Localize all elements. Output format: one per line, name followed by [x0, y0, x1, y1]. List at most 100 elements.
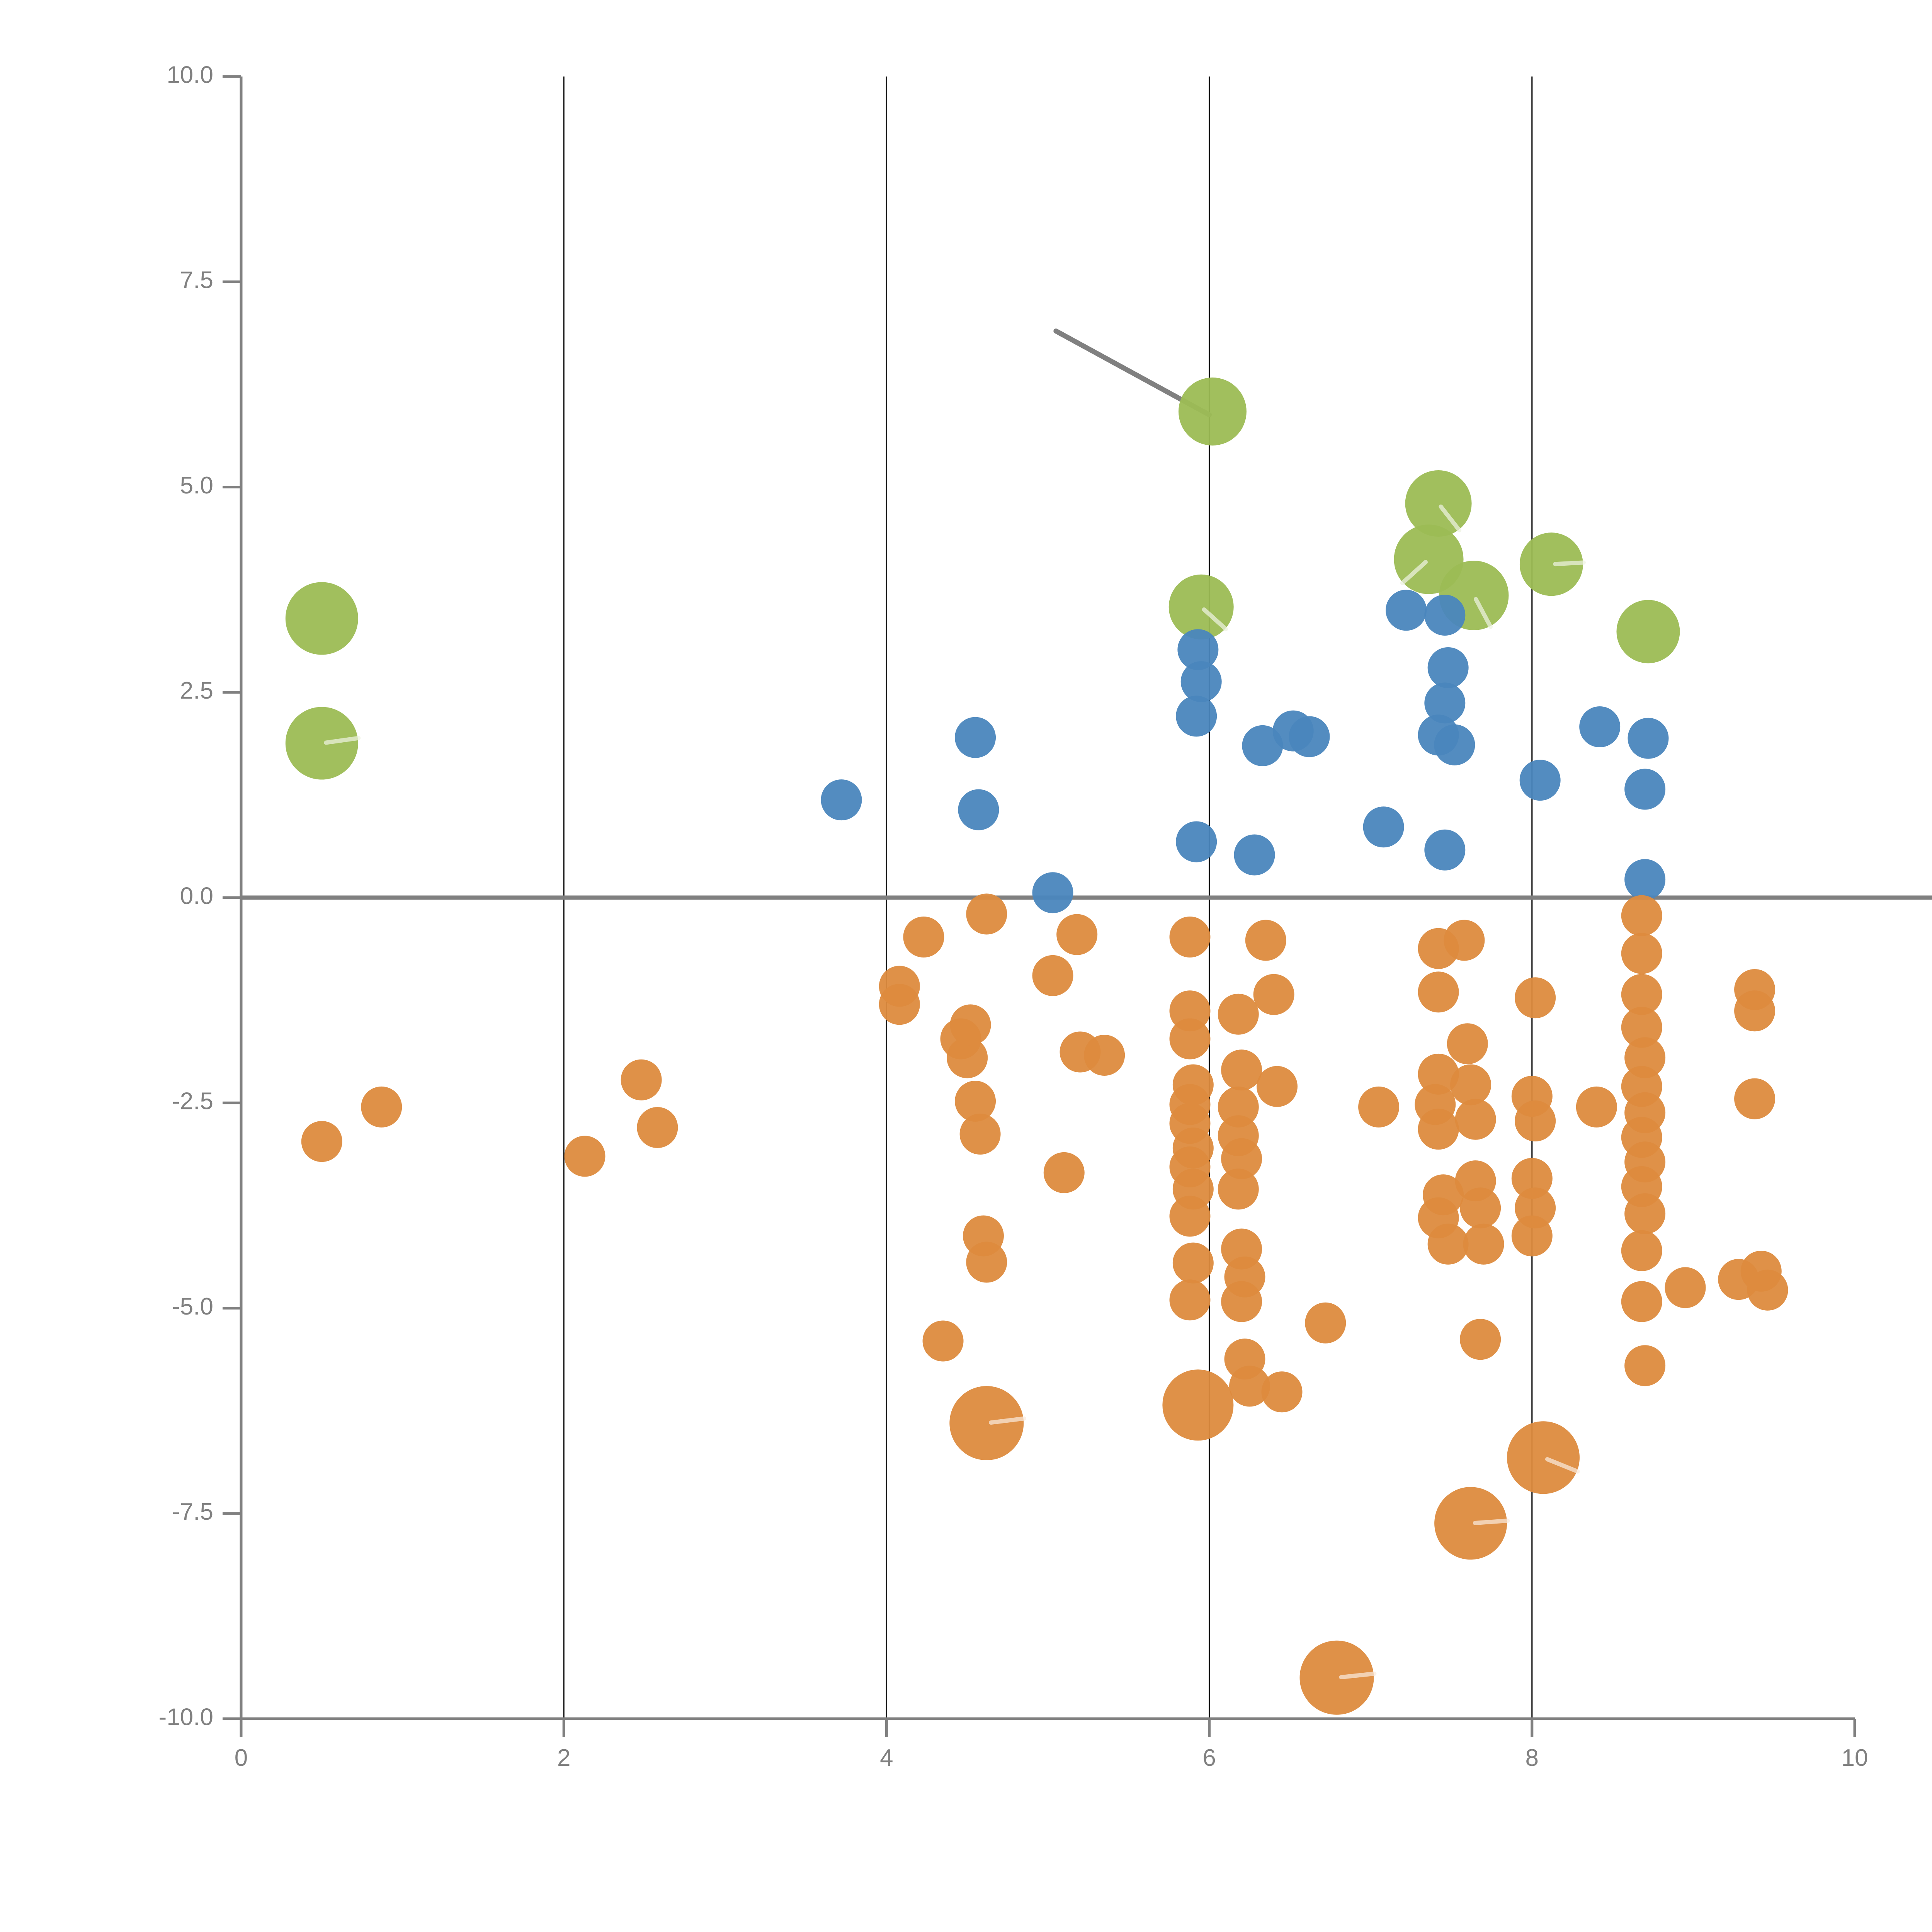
data-point[interactable] [879, 984, 920, 1025]
data-point[interactable] [958, 789, 999, 830]
data-point[interactable] [564, 1136, 605, 1177]
data-point[interactable] [955, 717, 996, 758]
data-point[interactable] [1447, 1023, 1488, 1065]
data-point[interactable] [1621, 1007, 1662, 1048]
data-point[interactable] [1084, 1035, 1125, 1076]
data-point[interactable] [1511, 1215, 1553, 1257]
data-point[interactable] [1289, 716, 1330, 757]
data-point[interactable] [1621, 974, 1662, 1015]
data-point[interactable] [1176, 696, 1217, 737]
data-point[interactable] [1418, 1109, 1459, 1150]
data-point[interactable] [955, 1081, 996, 1122]
data-point[interactable] [1616, 600, 1680, 663]
data-point[interactable] [1621, 1230, 1662, 1271]
data-point[interactable] [1424, 829, 1466, 871]
data-point[interactable] [1628, 718, 1669, 759]
data-point[interactable] [1253, 974, 1294, 1015]
data-point[interactable] [922, 1320, 964, 1362]
data-point[interactable] [1180, 661, 1222, 702]
data-point[interactable] [1511, 1158, 1553, 1199]
data-point[interactable] [1169, 917, 1211, 957]
data-point[interactable] [1172, 1242, 1214, 1284]
data-point[interactable] [1162, 1369, 1234, 1441]
data-point[interactable] [1043, 1152, 1085, 1193]
data-point[interactable] [1507, 1421, 1580, 1494]
data-point[interactable] [301, 1121, 342, 1162]
data-point[interactable] [1256, 1066, 1298, 1107]
data-point[interactable] [1245, 920, 1286, 961]
data-point[interactable] [1242, 725, 1283, 766]
data-point[interactable] [1032, 872, 1073, 913]
data-point[interactable] [1579, 706, 1621, 747]
data-point[interactable] [285, 707, 358, 780]
data-point[interactable] [903, 917, 944, 957]
data-point[interactable] [1463, 1223, 1504, 1265]
data-point[interactable] [1221, 1138, 1262, 1179]
data-point[interactable] [621, 1059, 662, 1100]
data-point[interactable] [1176, 821, 1217, 862]
data-point[interactable] [1299, 1640, 1374, 1715]
data-point[interactable] [959, 1114, 1001, 1155]
data-point[interactable] [1515, 1100, 1556, 1141]
data-point[interactable] [1305, 1302, 1346, 1344]
data-point[interactable] [1177, 629, 1219, 670]
data-point[interactable] [947, 1037, 988, 1078]
data-point[interactable] [1218, 1086, 1259, 1128]
data-point[interactable] [1221, 1281, 1262, 1322]
data-point[interactable] [1747, 1269, 1788, 1311]
data-point[interactable] [1032, 955, 1073, 996]
data-point[interactable] [1234, 834, 1275, 876]
data-point[interactable] [361, 1086, 402, 1128]
data-point[interactable] [1221, 1049, 1262, 1091]
data-point[interactable] [1621, 933, 1662, 974]
data-point[interactable] [821, 779, 862, 821]
data-point[interactable] [1515, 977, 1556, 1019]
data-point[interactable] [1519, 760, 1561, 801]
data-point[interactable] [1455, 1099, 1496, 1140]
data-point[interactable] [1434, 724, 1475, 765]
data-point[interactable] [1624, 769, 1666, 810]
data-point[interactable] [1624, 1345, 1666, 1386]
y-axis-tick-label: 2.5 [180, 677, 213, 704]
data-point[interactable] [966, 893, 1007, 935]
data-point[interactable] [1460, 1319, 1501, 1360]
data-point[interactable] [1450, 1064, 1492, 1105]
data-point[interactable] [1418, 1053, 1459, 1095]
data-point[interactable] [1576, 1086, 1617, 1128]
data-point[interactable] [1424, 682, 1466, 724]
data-point[interactable] [1444, 920, 1485, 961]
data-point[interactable] [1427, 1223, 1469, 1265]
data-point[interactable] [1460, 1187, 1501, 1229]
data-point[interactable] [1665, 1267, 1706, 1308]
data-point[interactable] [1261, 1371, 1303, 1413]
data-point[interactable] [1424, 595, 1466, 636]
data-point[interactable] [1358, 1086, 1400, 1128]
data-point[interactable] [637, 1107, 678, 1148]
data-point[interactable] [1218, 993, 1259, 1035]
data-point[interactable] [1624, 859, 1666, 900]
data-point[interactable] [1519, 532, 1583, 596]
data-point[interactable] [1056, 914, 1098, 955]
data-point[interactable] [949, 1386, 1024, 1460]
data-point[interactable] [1427, 647, 1469, 688]
data-point[interactable] [1386, 590, 1427, 631]
data-point[interactable] [1169, 1018, 1211, 1060]
data-point[interactable] [1621, 895, 1662, 936]
data-point[interactable] [1734, 1078, 1776, 1119]
data-point[interactable] [1169, 1279, 1211, 1321]
data-point[interactable] [1229, 1366, 1270, 1407]
data-point[interactable] [1363, 806, 1404, 848]
data-point[interactable] [1621, 1281, 1662, 1322]
data-point[interactable] [966, 1242, 1007, 1283]
data-point[interactable] [1624, 1193, 1666, 1235]
data-point[interactable] [1218, 1168, 1259, 1210]
data-point[interactable] [1169, 1196, 1211, 1237]
data-point[interactable] [1178, 378, 1247, 446]
data-point[interactable] [1734, 990, 1776, 1032]
data-point[interactable] [1418, 971, 1459, 1013]
data-point[interactable] [1405, 470, 1472, 537]
x-axis-tick-label: 4 [880, 1745, 893, 1771]
data-point[interactable] [285, 582, 358, 655]
data-point[interactable] [1434, 1487, 1507, 1560]
data-point[interactable] [950, 1004, 991, 1046]
